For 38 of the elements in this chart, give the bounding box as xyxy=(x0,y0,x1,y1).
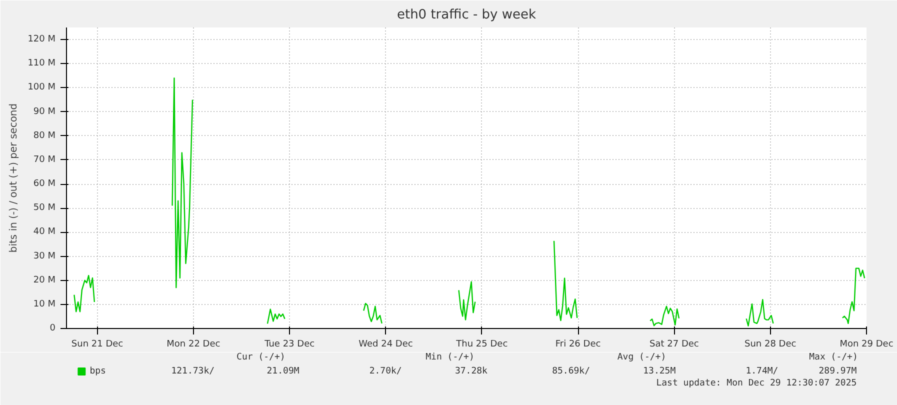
y-tick-label: 60 M xyxy=(33,179,56,190)
y-tick-label: 40 M xyxy=(33,227,56,238)
text: 1.74M/ xyxy=(746,366,778,376)
text: 121.73k/ xyxy=(171,366,215,376)
text: 289.97M xyxy=(818,366,858,376)
x-tick-label: Wed 24 Dec xyxy=(358,340,413,350)
y-tick-label: 30 M xyxy=(33,251,56,262)
text: 37.28k xyxy=(454,366,488,376)
text: 2.70k/ xyxy=(369,366,402,376)
y-tick-label: 0 xyxy=(50,324,56,334)
x-tick-label: Sun 21 Dec xyxy=(71,340,124,350)
text: Avg (-/+) xyxy=(617,352,666,362)
x-tick-label: Mon 22 Dec xyxy=(166,340,220,350)
x-tick-label: Thu 25 Dec xyxy=(455,340,508,350)
y-tick-label: 120 M xyxy=(28,34,56,45)
text: Max (-/+) xyxy=(809,352,858,362)
legend-label: bps xyxy=(90,366,106,376)
x-tick-label: Sat 27 Dec xyxy=(650,340,699,350)
text: Last update: Mon Dec 29 12:30:07 2025 xyxy=(656,378,857,388)
y-tick-label: 100 M xyxy=(28,82,56,93)
text: 85.69k/ xyxy=(552,366,590,376)
text: Min (-/+) xyxy=(426,352,474,362)
x-tick-label: Fri 26 Dec xyxy=(555,340,601,350)
y-tick-label: 10 M xyxy=(33,299,56,310)
y-tick-label: 80 M xyxy=(33,130,56,141)
text: 13.25M xyxy=(643,366,676,376)
x-tick-label: Tue 23 Dec xyxy=(264,340,315,350)
chart-title: eth0 traffic - by week xyxy=(396,8,536,22)
text: Cur (-/+) xyxy=(236,352,286,362)
x-tick-label: Sun 28 Dec xyxy=(744,340,796,350)
y-tick-label: 50 M xyxy=(33,203,56,214)
y-tick-label: 90 M xyxy=(33,106,56,117)
text: 21.09M xyxy=(266,366,300,376)
y-axis-title: bits in (-) / out (+) per second xyxy=(8,103,20,253)
y-tick-label: 20 M xyxy=(33,275,56,286)
x-tick-label: Mon 29 Dec xyxy=(840,340,894,350)
y-tick-label: 110 M xyxy=(28,58,56,69)
y-tick-label: 70 M xyxy=(33,154,56,165)
